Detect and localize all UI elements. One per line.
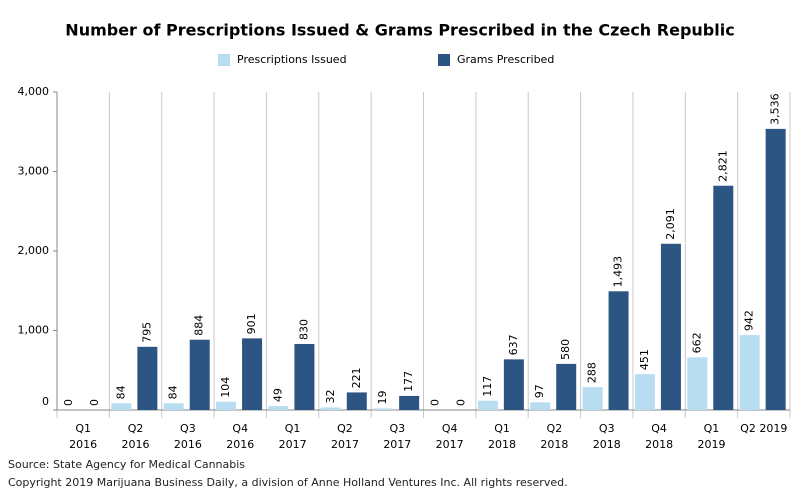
bar [530, 402, 551, 410]
bar [216, 401, 237, 410]
data-label: 19 [376, 390, 389, 404]
data-label: 0 [429, 399, 442, 406]
data-label: 662 [690, 332, 703, 353]
y-tick-label: 1,000 [18, 324, 50, 337]
x-tick-label: Q2 2017 [331, 422, 359, 451]
bar [346, 392, 367, 410]
chart-title: Number of Prescriptions Issued & Grams P… [65, 21, 734, 40]
x-tick-label: Q1 2016 [69, 422, 97, 451]
y-tick-label: 3,000 [18, 165, 50, 178]
y-tick-label: 4,000 [18, 85, 50, 98]
bar [294, 344, 315, 410]
data-label: 884 [193, 315, 206, 336]
bar [477, 400, 498, 410]
bar [556, 363, 577, 410]
data-label: 3,536 [769, 93, 782, 125]
bar [660, 243, 681, 410]
data-label: 104 [219, 377, 232, 398]
bar [582, 387, 603, 410]
data-label: 117 [481, 376, 494, 397]
data-label: 580 [559, 339, 572, 360]
data-label: 942 [743, 310, 756, 331]
data-label: 795 [140, 322, 153, 343]
bar [687, 357, 708, 410]
data-label: 1,493 [612, 256, 625, 288]
y-tick-label: 2,000 [18, 244, 50, 257]
x-tick-label: Q1 2017 [279, 422, 307, 451]
data-label: 49 [271, 388, 284, 402]
bar [713, 185, 734, 410]
data-label: 32 [324, 389, 337, 403]
x-tick-label: Q2 2019 [740, 422, 787, 435]
bar [320, 407, 341, 410]
bar [373, 408, 394, 410]
x-tick-label: Q3 2016 [174, 422, 202, 451]
data-label: 221 [350, 367, 363, 388]
data-label: 288 [586, 362, 599, 383]
bar [163, 403, 184, 410]
x-tick-label: Q4 2016 [226, 422, 254, 451]
x-tick-label: Q4 2018 [645, 422, 673, 451]
data-label: 84 [167, 385, 180, 399]
data-label: 637 [507, 334, 520, 355]
legend-swatch [438, 54, 450, 66]
x-tick-label: Q2 2016 [122, 422, 150, 451]
bar [137, 346, 158, 410]
bar [399, 395, 420, 410]
bar [503, 359, 524, 410]
y-tick-label: 0 [42, 395, 49, 408]
data-label: 2,091 [664, 208, 677, 240]
x-tick-label: Q3 2017 [383, 422, 411, 451]
source: Source: State Agency for Medical Cannabi… [8, 458, 245, 471]
data-label: 84 [114, 385, 127, 399]
bar [111, 403, 132, 410]
data-label: 0 [62, 399, 75, 406]
bar [765, 128, 786, 410]
data-label: 0 [455, 399, 468, 406]
bar [608, 291, 629, 410]
x-tick-label: Q4 2017 [436, 422, 464, 451]
data-label: 177 [402, 371, 415, 392]
x-tick-label: Q3 2018 [593, 422, 621, 451]
bar [634, 374, 655, 410]
data-label: 2,821 [716, 150, 729, 182]
bar [242, 338, 263, 410]
bar [268, 406, 289, 410]
legend-swatch [218, 54, 230, 66]
x-tick-label: Q1 2019 [697, 422, 725, 451]
x-tick-label: Q1 2018 [488, 422, 516, 451]
x-tick-label: Q2 2018 [540, 422, 568, 451]
legend-label: Grams Prescribed [457, 53, 554, 66]
copyright: Copyright 2019 Marijuana Business Daily,… [8, 476, 568, 489]
legend-label: Prescriptions Issued [237, 53, 347, 66]
data-label: 451 [638, 349, 651, 370]
data-label: 830 [297, 319, 310, 340]
bar [189, 339, 210, 410]
data-label: 901 [245, 313, 258, 334]
data-label: 97 [533, 384, 546, 398]
data-label: 0 [88, 399, 101, 406]
bar [739, 335, 760, 410]
